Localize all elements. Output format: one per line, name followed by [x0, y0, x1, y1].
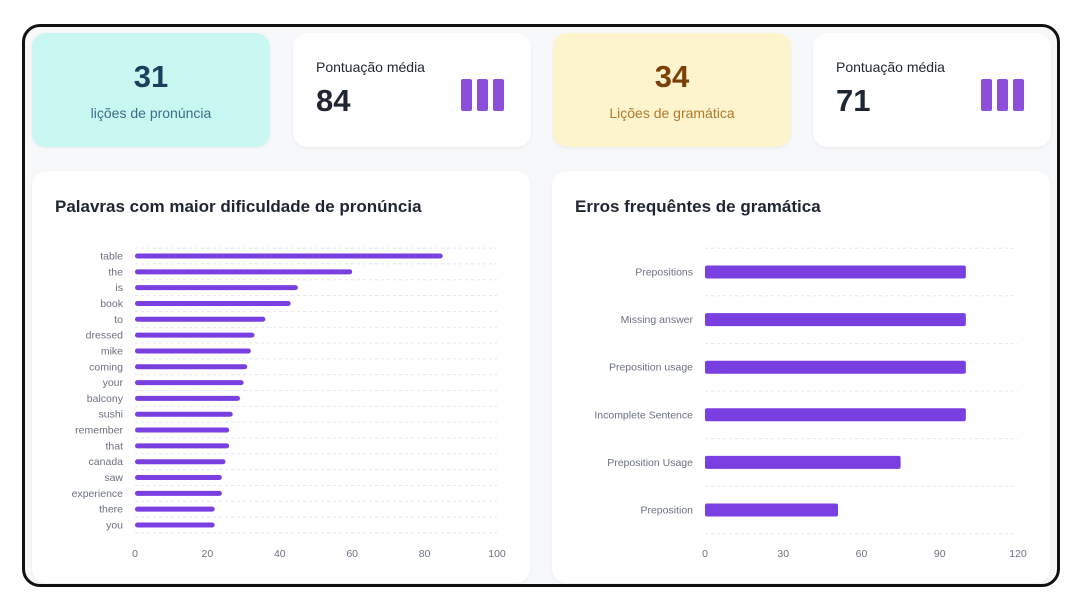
y-tick-label: coming: [89, 361, 123, 373]
grammar-bar-chart: Prepositions Missing answer Preposition us…: [594, 247, 1027, 560]
y-tick-label: table: [100, 251, 123, 263]
pronunciation-score-label: Pontuação média: [316, 59, 425, 75]
x-tick-label: 30: [777, 548, 789, 560]
y-tick-label: Preposition: [640, 505, 693, 517]
grammar-lessons-count: 34: [654, 59, 690, 94]
word-bar-7: [135, 364, 248, 370]
word-bar-3: [135, 300, 291, 306]
word-bar-10: [135, 411, 233, 417]
pronunciation-chart-title: Palavras com maior dificuldade de pronún…: [55, 197, 422, 216]
y-tick-label: the: [108, 266, 123, 278]
word-bar-17: [135, 522, 215, 528]
y-tick-label: remember: [75, 425, 123, 437]
y-tick-label: Prepositions: [635, 267, 693, 279]
x-tick-label: 120: [1009, 548, 1027, 560]
y-tick-label: saw: [104, 472, 123, 484]
y-tick-label: that: [105, 440, 123, 452]
error-bar-2: [705, 360, 966, 374]
pronunciation-lessons-count: 31: [133, 59, 169, 94]
word-bar-13: [135, 459, 226, 465]
word-bar-2: [135, 285, 298, 291]
word-bar-0: [135, 253, 443, 259]
word-bar-16: [135, 506, 215, 512]
error-bar-4: [705, 455, 901, 469]
y-tick-label: is: [115, 282, 123, 294]
y-tick-label: there: [99, 504, 123, 516]
x-tick-label: 60: [346, 548, 358, 560]
word-bar-8: [135, 380, 244, 386]
pronunciation-lessons-card: 31 lições de pronúncia: [32, 33, 270, 147]
y-tick-label: Preposition Usage: [607, 457, 693, 469]
y-tick-label: Missing answer: [621, 314, 694, 326]
y-tick-label: you: [106, 520, 123, 532]
x-tick-label: 90: [934, 548, 946, 560]
error-bar-1: [705, 313, 966, 327]
x-tick-label: 0: [132, 548, 138, 560]
word-bar-4: [135, 316, 266, 322]
y-tick-label: Incomplete Sentence: [594, 409, 693, 421]
y-tick-label: dressed: [86, 330, 124, 342]
y-tick-label: Preposition usage: [609, 362, 693, 374]
pronunciation-score-card: Pontuação média 84: [293, 33, 531, 147]
x-tick-label: 80: [419, 548, 431, 560]
y-tick-label: canada: [89, 456, 124, 468]
bar-chart-icon: [981, 79, 1024, 111]
y-tick-label: balcony: [87, 393, 124, 405]
grammar-chart-title: Erros frequêntes de gramática: [575, 197, 821, 216]
y-tick-label: sushi: [98, 409, 123, 421]
error-bar-5: [705, 503, 839, 517]
y-tick-label: experience: [72, 488, 124, 500]
error-bar-0: [705, 265, 966, 279]
y-tick-label: to: [114, 314, 123, 326]
word-bar-5: [135, 332, 255, 338]
dashboard-frame: 31 lições de pronúncia Pontuação média 8…: [22, 24, 1060, 587]
grammar-lessons-label: Lições de gramática: [609, 105, 735, 121]
pronunciation-chart-panel: Palavras com maior dificuldade de pronún…: [32, 171, 530, 583]
y-tick-label: mike: [101, 345, 123, 357]
x-tick-label: 0: [702, 548, 708, 560]
grammar-chart-panel: Erros frequêntes de gramática Prepositio…: [552, 171, 1050, 583]
x-tick-label: 100: [488, 548, 506, 560]
word-bar-1: [135, 269, 353, 275]
word-bar-6: [135, 348, 251, 354]
grammar-lessons-card: 34 Lições de gramática: [553, 33, 791, 147]
word-bar-12: [135, 443, 230, 449]
x-tick-label: 40: [274, 548, 286, 560]
pronunciation-score-value: 84: [316, 83, 351, 118]
word-bar-14: [135, 475, 222, 481]
grammar-score-card: Pontuação média 71: [813, 33, 1051, 147]
error-bar-3: [705, 408, 966, 422]
pronunciation-lessons-label: lições de pronúncia: [90, 105, 212, 121]
word-bar-15: [135, 490, 222, 496]
grammar-score-value: 71: [836, 83, 871, 118]
y-tick-label: book: [100, 298, 124, 310]
bar-chart-icon: [461, 79, 504, 111]
x-tick-label: 20: [202, 548, 214, 560]
word-bar-9: [135, 395, 240, 401]
word-bar-11: [135, 427, 230, 433]
x-tick-label: 60: [856, 548, 868, 560]
pronunciation-bar-chart: table the is book to dressed mike coming your bal…: [72, 247, 506, 560]
y-tick-label: your: [103, 377, 124, 389]
grammar-score-label: Pontuação média: [836, 59, 945, 75]
